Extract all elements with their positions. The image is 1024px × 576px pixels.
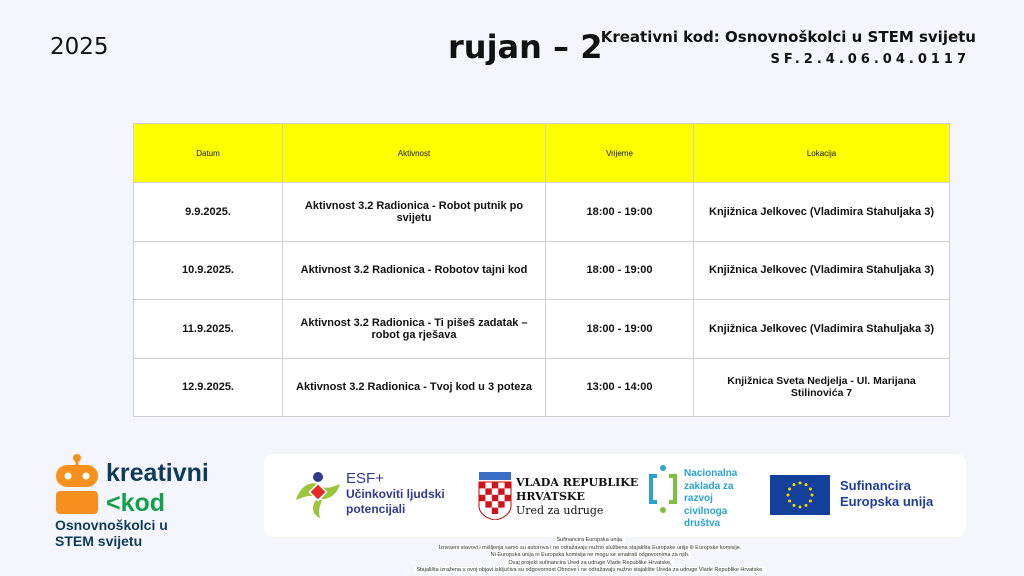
cell-location: Knjižnica Jelkovec (Vladimira Stahuljaka… <box>693 299 950 359</box>
nz-line: Nacionalna <box>684 468 738 479</box>
vlada-line: HRVATSKE <box>516 490 585 503</box>
eu-star <box>798 505 802 509</box>
eu-star <box>804 503 808 507</box>
disclaimer-line: Stajališta izražena u ovoj objavi isklju… <box>414 567 766 574</box>
column-header: Aktivnost <box>282 123 546 183</box>
nz-line: civilnoga <box>684 505 728 517</box>
nacionalna-zaklada-logo-icon <box>649 465 677 513</box>
robot-icon <box>56 454 98 514</box>
cell-time: 18:00 - 19:00 <box>545 299 694 359</box>
esf-sub: Učinkoviti ljudski <box>346 487 445 501</box>
cell-date: 9.9.2025. <box>133 182 283 242</box>
cell-date: 10.9.2025. <box>133 240 283 300</box>
eu-line: Sufinancira <box>840 478 911 493</box>
disclaimer-line: Ovaj projekt sufinancira Ured za udruge … <box>506 559 674 566</box>
table-header-row: Datum Aktivnost Vrijeme Lokacija <box>133 123 950 183</box>
disclaimer-line: Ni Europska unija ni Europska komisija n… <box>488 552 692 559</box>
eu-star <box>808 499 812 503</box>
logo-subtitle: Osnovnoškolci u STEM svijetu <box>55 517 168 549</box>
table-row: 12.9.2025. Aktivnost 3.2 Radionica - Tvoj… <box>133 357 950 417</box>
page-title: rujan – 2 <box>448 28 603 66</box>
cell-activity: Aktivnost 3.2 Radionica - Robotov tajni … <box>282 240 546 300</box>
eu-star <box>788 487 792 491</box>
eu-star <box>810 493 814 497</box>
cell-location: Knjižnica Jelkovec (Vladimira Stahuljaka… <box>693 240 950 300</box>
cell-location: Knjižnica Jelkovec (Vladimira Stahuljaka… <box>693 182 950 242</box>
eu-star <box>798 481 802 485</box>
cell-date: 11.9.2025. <box>133 299 283 359</box>
cell-time: 18:00 - 19:00 <box>545 240 694 300</box>
esf-logo-icon <box>296 472 340 518</box>
project-title: Kreativni kod: Osnovnoškolci u STEM svij… <box>600 28 976 46</box>
nz-line: društva <box>684 518 721 529</box>
nz-line: razvoj <box>684 493 713 504</box>
partner-logos: ESF+ Učinkoviti ljudski potencijali VLAD… <box>264 454 966 537</box>
eu-star <box>792 483 796 487</box>
cell-time: 13:00 - 14:00 <box>545 357 694 417</box>
table-row: 10.9.2025. Aktivnost 3.2 Radionica - Robo… <box>133 240 950 300</box>
cell-activity: Aktivnost 3.2 Radionica - Robot putnik p… <box>282 182 546 242</box>
logo-text: kreativni <box>106 459 209 487</box>
column-header: Lokacija <box>693 123 950 183</box>
cell-location: Knjižnica Sveta Nedjelja - Ul. Marijana … <box>693 357 950 417</box>
croatian-coat-of-arms-icon <box>478 472 512 520</box>
year: 2025 <box>50 34 109 60</box>
disclaimer-line: Sufinancira Europska unija. <box>554 537 626 543</box>
table-row: 9.9.2025. Aktivnost 3.2 Radionica - Robot… <box>133 182 950 242</box>
logo-text: <kod <box>106 489 166 517</box>
esf-sub: potencijali <box>346 502 406 516</box>
nz-line: zaklada za <box>684 480 734 492</box>
disclaimer: Sufinancira Europska unija. Izneseni sta… <box>380 537 800 575</box>
eu-star <box>804 483 808 487</box>
eu-star <box>788 499 792 503</box>
esf-title: ESF+ <box>346 470 384 487</box>
table-row: 11.9.2025. Aktivnost 3.2 Radionica - Ti p… <box>133 299 950 359</box>
vlada-line: VLADA REPUBLIKE <box>516 476 639 489</box>
cell-activity: Aktivnost 3.2 Radionica - Ti pišeš zadat… <box>282 299 546 359</box>
disclaimer-line: Izneseni stavovi i mišljenja samo su aut… <box>436 544 744 551</box>
vlada-text: VLADA REPUBLIKE HRVATSKE Ured za udruge <box>516 476 638 518</box>
vlada-line: Ured za udruge <box>516 504 604 517</box>
eu-flag-icon <box>770 475 830 515</box>
cell-time: 18:00 - 19:00 <box>545 182 694 242</box>
column-header: Vrijeme <box>545 123 694 183</box>
eu-star <box>808 487 812 491</box>
eu-star <box>792 503 796 507</box>
project-code: SF.2.4.06.04.0117 <box>770 52 970 67</box>
eu-text: Sufinancira Europska unija <box>840 478 933 510</box>
cell-activity: Aktivnost 3.2 Radionica - Tvoj kod u 3 p… <box>282 357 546 417</box>
eu-star <box>786 493 790 497</box>
eu-line: Europska unija <box>840 494 934 509</box>
column-header: Datum <box>133 123 283 183</box>
cell-date: 12.9.2025. <box>133 357 283 417</box>
schedule-table: Datum Aktivnost Vrijeme Lokacija 9.9.202… <box>133 123 950 417</box>
nz-text: Nacionalna zaklada za razvoj civilnoga d… <box>684 468 737 531</box>
esf-text: ESF+ Učinkoviti ljudski potencijali <box>346 470 445 517</box>
